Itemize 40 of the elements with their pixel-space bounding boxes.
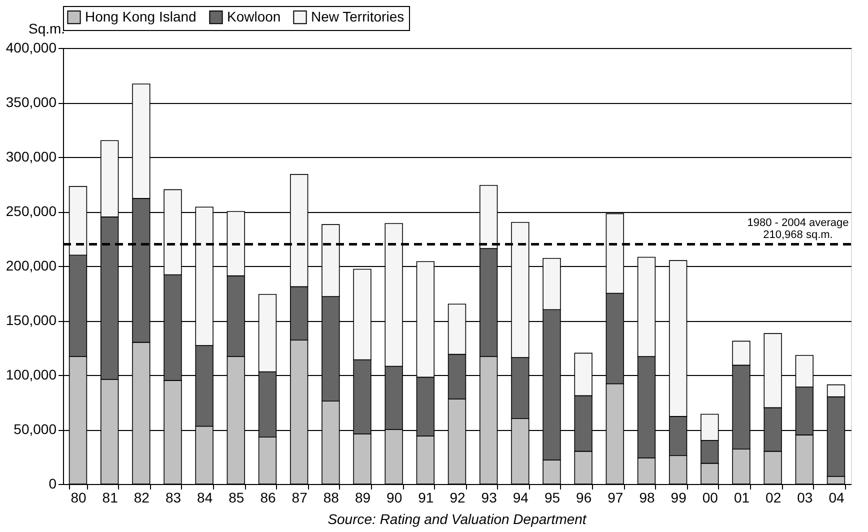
source-note: Source: Rating and Valuation Department <box>328 511 588 527</box>
x-tick-label: 04 <box>828 490 844 506</box>
y-tick-label: 350,000 <box>6 94 57 110</box>
y-tick-label: 400,000 <box>6 40 57 56</box>
ref-line-label: 1980 - 2004 average 210,968 sq.m. <box>747 217 849 242</box>
legend-label: Kowloon <box>227 8 281 24</box>
x-tick-label: 01 <box>734 490 750 506</box>
y-tick-label: 0 <box>48 476 57 492</box>
y-tick-label: 100,000 <box>6 366 57 382</box>
x-tick-label: 98 <box>639 490 655 506</box>
legend-label: New Territories <box>311 8 404 24</box>
legend-label: Hong Kong Island <box>85 8 196 24</box>
x-tick-label: 87 <box>292 490 308 506</box>
x-tick-label: 84 <box>197 490 213 506</box>
x-tick-label: 82 <box>134 490 150 506</box>
x-tick-label: 83 <box>165 490 182 506</box>
x-tick-label: 00 <box>702 490 718 506</box>
y-tick-label: 200,000 <box>6 258 57 274</box>
x-tick-label: 85 <box>228 490 244 506</box>
x-tick-label: 02 <box>766 490 782 506</box>
x-tick-label: 89 <box>354 490 371 506</box>
y-tick-label: 50,000 <box>14 421 57 437</box>
x-tick-label: 03 <box>797 490 813 506</box>
x-tick-label: 99 <box>670 490 687 506</box>
y-axis-title: Sq.m. <box>28 20 66 36</box>
y-tick-label: 300,000 <box>6 148 57 164</box>
x-tick-label: 91 <box>418 490 434 506</box>
x-tick-label: 92 <box>450 490 466 506</box>
x-tick-label: 94 <box>512 490 529 506</box>
x-tick-label: 80 <box>70 490 86 506</box>
y-tick-label: 150,000 <box>6 312 57 328</box>
x-tick-label: 86 <box>260 490 276 506</box>
x-tick-label: 96 <box>576 490 592 506</box>
x-tick-label: 93 <box>481 490 498 506</box>
x-tick-label: 95 <box>544 490 560 506</box>
x-tick-label: 97 <box>608 490 624 506</box>
x-tick-label: 90 <box>386 490 402 506</box>
y-tick-label: 250,000 <box>6 203 57 219</box>
x-tick-label: 81 <box>102 490 118 506</box>
x-tick-label: 88 <box>323 490 340 506</box>
